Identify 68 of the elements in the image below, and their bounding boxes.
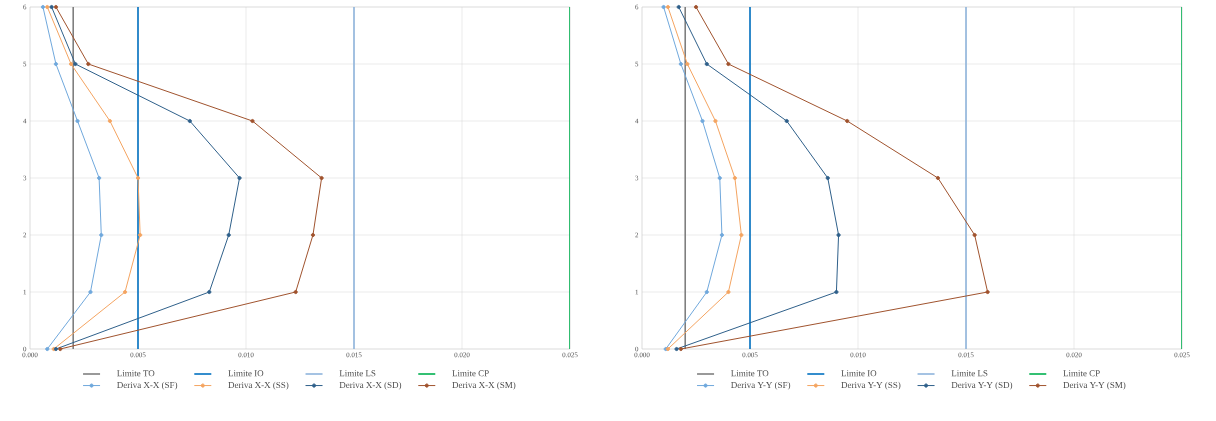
point xyxy=(972,232,977,238)
point xyxy=(678,61,683,67)
point xyxy=(73,61,78,67)
legend-label: Deriva Y-Y (SF) xyxy=(731,381,791,390)
point xyxy=(825,175,830,181)
point xyxy=(665,4,671,10)
point xyxy=(122,289,128,295)
point xyxy=(985,289,990,295)
point xyxy=(678,346,683,352)
point xyxy=(834,289,839,295)
point xyxy=(97,175,102,181)
point xyxy=(75,118,80,124)
legend-label: Limite TO xyxy=(731,370,769,377)
point xyxy=(319,175,324,181)
legend-label: Deriva X-X (SD) xyxy=(339,381,402,390)
legend-label: Deriva Y-Y (SM) xyxy=(1063,381,1126,390)
point xyxy=(135,175,141,181)
point xyxy=(45,4,50,10)
point xyxy=(739,232,744,238)
legend-label: Deriva Y-Y (SD) xyxy=(951,381,1013,390)
point xyxy=(726,289,731,295)
legend-label: Limite CP xyxy=(1063,370,1100,377)
ref-line-label: Limite LS xyxy=(951,370,988,377)
point xyxy=(310,232,316,238)
legend-label: Deriva X-X (SM) xyxy=(452,381,516,390)
point xyxy=(674,346,679,352)
point xyxy=(207,289,212,295)
legend-label: Limite IO xyxy=(228,370,264,377)
point xyxy=(935,175,941,181)
legend-label: Limite TO xyxy=(117,370,155,377)
legend-label: Deriva X-X (SS) xyxy=(228,381,289,390)
point xyxy=(726,61,731,67)
legend-label: Limite IO xyxy=(841,370,877,377)
point xyxy=(58,346,63,352)
point xyxy=(713,118,718,124)
point xyxy=(68,61,74,67)
point xyxy=(86,61,91,67)
point xyxy=(187,118,192,124)
point xyxy=(693,4,699,10)
point xyxy=(661,4,666,10)
ref-line-label: Limite LS xyxy=(339,370,376,377)
point xyxy=(784,118,789,124)
legend-label: Limite CP xyxy=(452,370,489,377)
point xyxy=(107,118,113,124)
point xyxy=(40,4,46,10)
legend-label: Deriva X-X (SF) xyxy=(117,381,178,390)
point xyxy=(226,232,231,238)
point xyxy=(45,346,50,352)
point xyxy=(237,175,242,181)
point xyxy=(836,232,841,238)
point xyxy=(704,61,709,67)
point xyxy=(845,118,850,124)
legend-label: Deriva Y-Y (SS) xyxy=(841,381,901,390)
point xyxy=(685,61,690,67)
point xyxy=(732,175,737,181)
point xyxy=(704,289,709,295)
point xyxy=(250,118,255,124)
point xyxy=(717,175,722,181)
point xyxy=(88,289,93,295)
point xyxy=(53,4,59,10)
point xyxy=(293,289,298,295)
point xyxy=(138,232,143,238)
point xyxy=(719,232,725,238)
point xyxy=(53,61,59,67)
point xyxy=(676,4,681,10)
point xyxy=(99,232,104,238)
point xyxy=(49,4,54,10)
point xyxy=(700,118,705,124)
